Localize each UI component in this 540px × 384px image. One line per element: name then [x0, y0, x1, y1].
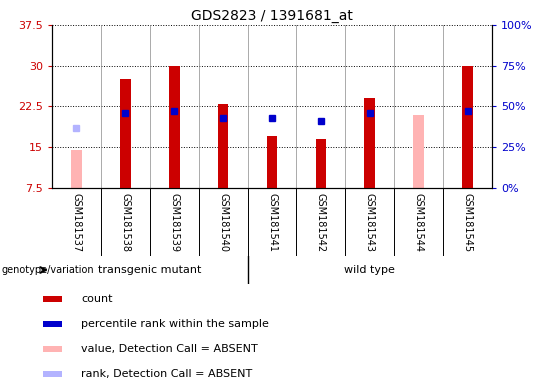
Text: percentile rank within the sample: percentile rank within the sample: [81, 319, 269, 329]
Bar: [413, 115, 424, 188]
Text: GSM181539: GSM181539: [169, 194, 179, 252]
Text: GSM181540: GSM181540: [218, 194, 228, 252]
Text: GSM181545: GSM181545: [463, 194, 472, 253]
Bar: [43, 321, 62, 327]
Bar: [43, 296, 62, 302]
Bar: [43, 346, 62, 352]
Text: value, Detection Call = ABSENT: value, Detection Call = ABSENT: [81, 344, 258, 354]
Text: GSM181544: GSM181544: [414, 194, 424, 252]
Text: count: count: [81, 294, 112, 304]
Text: transgenic mutant: transgenic mutant: [98, 265, 201, 275]
Bar: [364, 98, 375, 188]
Bar: [315, 139, 326, 188]
Text: GSM181537: GSM181537: [71, 194, 82, 253]
Text: GSM181542: GSM181542: [316, 194, 326, 253]
Bar: [169, 66, 180, 188]
Bar: [71, 150, 82, 188]
Title: GDS2823 / 1391681_at: GDS2823 / 1391681_at: [191, 8, 353, 23]
Bar: [218, 104, 228, 188]
Text: GSM181543: GSM181543: [365, 194, 375, 252]
Text: wild type: wild type: [345, 265, 395, 275]
Text: genotype/variation: genotype/variation: [1, 265, 93, 275]
Bar: [43, 371, 62, 377]
Text: GSM181538: GSM181538: [120, 194, 130, 252]
Bar: [462, 66, 473, 188]
Text: rank, Detection Call = ABSENT: rank, Detection Call = ABSENT: [81, 369, 252, 379]
Text: GSM181541: GSM181541: [267, 194, 277, 252]
Bar: [267, 136, 278, 188]
Bar: [120, 79, 131, 188]
